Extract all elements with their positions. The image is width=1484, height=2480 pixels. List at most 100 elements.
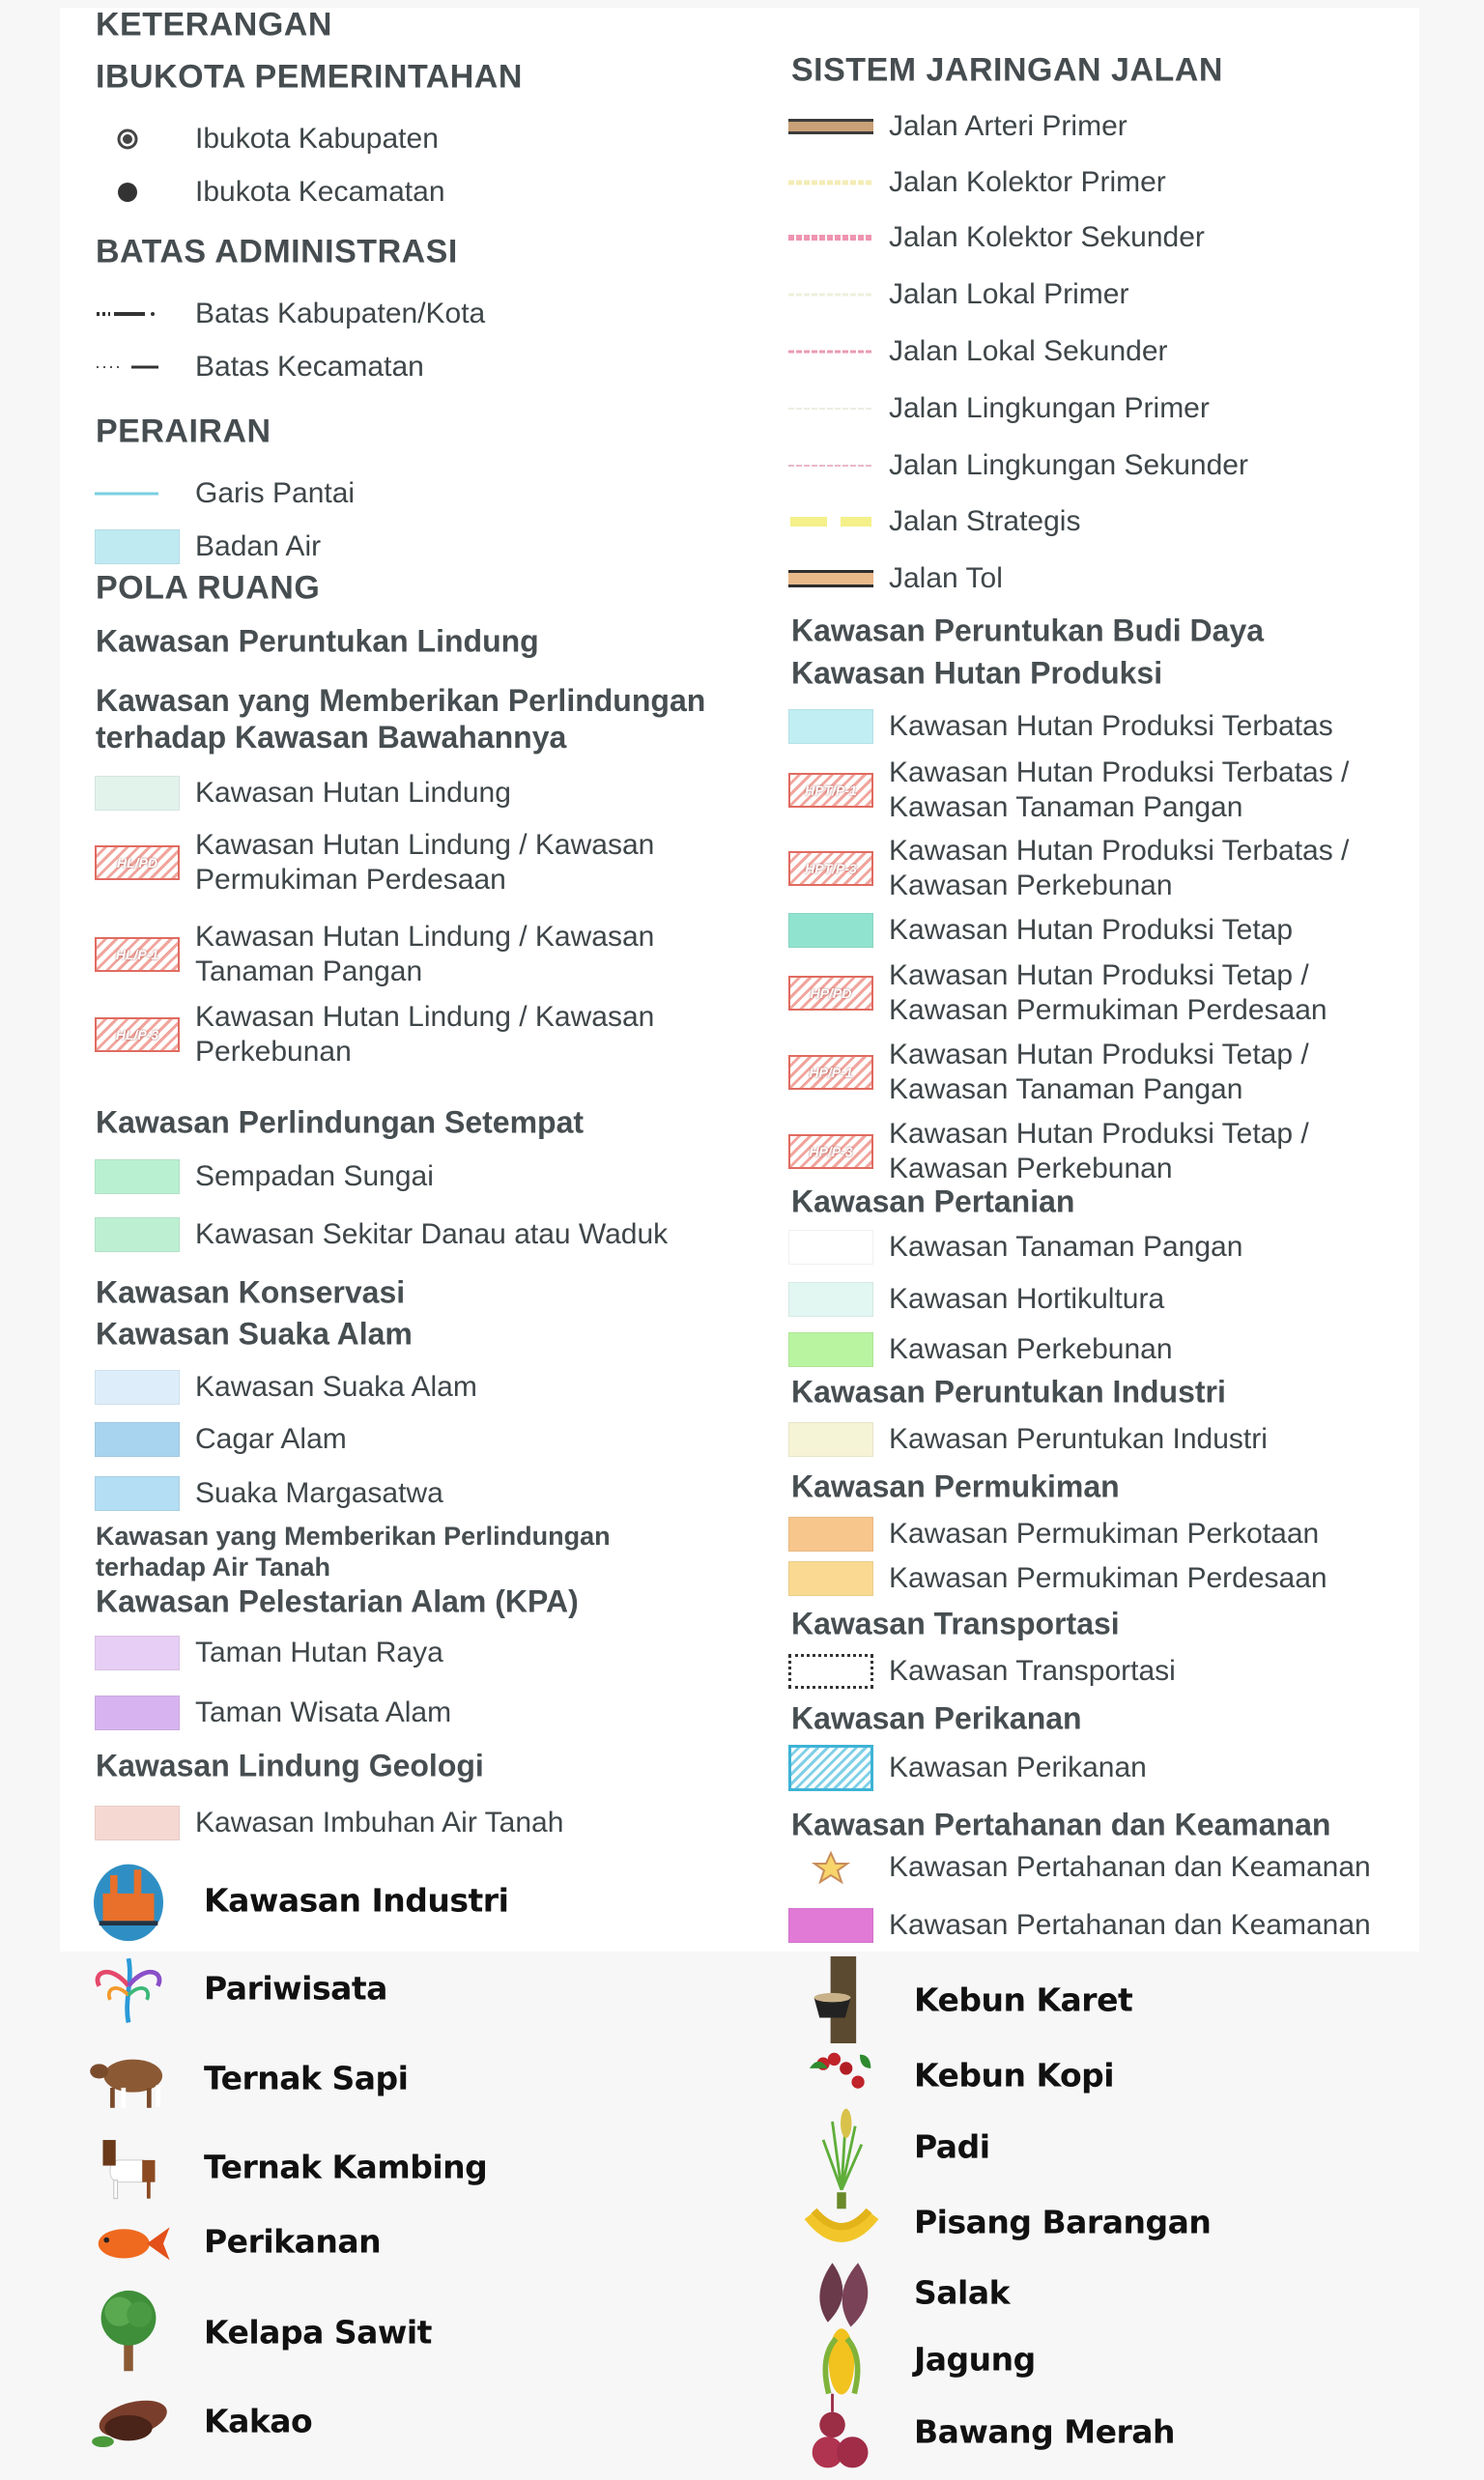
- legend-text: Badan Air: [195, 529, 321, 564]
- legend-item-kawasan-hutan-produksi-terbatas-kawasan-tanaman-pangan: HPT/P-1 Kawasan Hutan Produksi Terbatas /…: [788, 755, 1349, 825]
- legend-text: Jalan Strategis: [889, 504, 1080, 539]
- swatch-symbol-icon: [788, 1332, 873, 1368]
- legend-heading-ibukota-pemerintahan: IBUKOTA PEMERINTAHAN: [96, 58, 523, 96]
- swatch-symbol-icon: [95, 1695, 180, 1730]
- legend-text-line: Kawasan Hutan Produksi: [791, 655, 1163, 691]
- legend-text-line: Suaka Margasatwa: [195, 1476, 443, 1509]
- icon-legend-label: Kebun Karet: [914, 1981, 1133, 2019]
- legend-text-line: Kawasan Konservasi: [96, 1274, 406, 1310]
- legend-text: Kawasan Peruntukan Budi Daya: [791, 613, 1264, 648]
- hatch-swatch-hp-p-1: HP/P-1: [788, 1054, 873, 1090]
- legend-text-line: Batas Kabupaten/Kota: [195, 297, 486, 329]
- icon-legend-label: Bawang Merah: [914, 2412, 1176, 2451]
- legend-text-line: Permukiman Perdesaan: [195, 863, 506, 896]
- legend-text-line: Kawasan Transportasi: [791, 1606, 1120, 1641]
- legend-text-line: Kawasan Imbuhan Air Tanah: [195, 1806, 564, 1839]
- swatch-symbol-icon: [95, 529, 180, 565]
- legend-item-kawasan-pertahanan-dan-keamanan: Kawasan Pertahanan dan Keamanan: [788, 1850, 1371, 1885]
- legend-text: Kawasan Pertanian: [791, 1183, 1074, 1219]
- swatch-symbol-icon: [95, 776, 180, 812]
- legend-heading-kawasan-pertanian: Kawasan Pertanian: [791, 1183, 1074, 1219]
- legend-text-line: Garis Pantai: [195, 476, 356, 509]
- legend-text-line: Kawasan Hutan Lindung / Kawasan: [195, 1000, 655, 1033]
- legend-text-line: Kawasan Sekitar Danau atau Waduk: [195, 1218, 669, 1251]
- legend-text-line: Kawasan Pelestarian Alam (KPA): [96, 1583, 579, 1619]
- legend-text: POLA RUANG: [96, 569, 320, 607]
- legend-heading-kawasan-peruntukan-industri: Kawasan Peruntukan Industri: [791, 1375, 1226, 1411]
- legend-heading-kawasan-perlindungan-setempat: Kawasan Perlindungan Setempat: [96, 1105, 584, 1141]
- legend-item-badan-air: Badan Air: [95, 529, 321, 565]
- legend-text-line: Kawasan Pertanian: [791, 1183, 1075, 1219]
- legend-text-line: Kawasan Permukiman Perdesaan: [889, 994, 1327, 1027]
- palm-tree-icon: [75, 2289, 182, 2376]
- road-lingkungan-sekunder-symbol-icon: [788, 448, 873, 483]
- legend-text: Kawasan Peruntukan Lindung: [96, 624, 539, 660]
- legend-text-line: Ibukota Kecamatan: [195, 176, 445, 209]
- legend-text: Kawasan Imbuhan Air Tanah: [195, 1806, 563, 1840]
- legend-heading-pola-ruang: POLA RUANG: [96, 569, 320, 607]
- legend-text: Kawasan Perkebunan: [889, 1332, 1173, 1367]
- legend-text: Kawasan Permukiman Perdesaan: [889, 1561, 1327, 1596]
- legend-text-line: Jalan Lokal Sekunder: [889, 335, 1168, 367]
- legend-text-line: PERAIRAN: [96, 413, 271, 450]
- legend-text-line: Kawasan Hortikultura: [889, 1283, 1165, 1316]
- goat-icon: [75, 2124, 182, 2210]
- legend-text-line: Kawasan Perikanan: [791, 1700, 1082, 1736]
- legend-text: Jalan Lokal Sekunder: [889, 334, 1168, 369]
- legend-text-line: Jalan Strategis: [889, 505, 1081, 538]
- fish-icon: [75, 2198, 182, 2285]
- legend-item-ibukota-kecamatan: Ibukota Kecamatan: [95, 175, 445, 210]
- legend-heading-sistem-jaringan-jalan: SISTEM JARINGAN JALAN: [791, 52, 1223, 90]
- icon-legend-label: Padi: [914, 2127, 990, 2166]
- legend-text: Kawasan Hutan Produksi: [791, 655, 1162, 691]
- legend-item-kawasan-hutan-lindung-kawasan-perkebunan: HL/P-3 Kawasan Hutan Lindung / Kawasan Per…: [95, 1000, 654, 1069]
- legend-text-line: Kawasan Permukiman Perkotaan: [889, 1518, 1320, 1551]
- legend-item-cagar-alam: Cagar Alam: [95, 1422, 347, 1458]
- legend-text: Kawasan Hutan Produksi Tetap / Kawasan Pe…: [889, 1117, 1309, 1186]
- hatch-code: HP/P-1: [809, 1064, 853, 1080]
- hatch-code: HL/P-3: [115, 1026, 159, 1042]
- legend-text-line: Perkebunan: [195, 1035, 352, 1068]
- legend-text-line: Kawasan Suaka Alam: [195, 1371, 477, 1404]
- legend-item-kawasan-transportasi: Kawasan Transportasi: [788, 1654, 1176, 1690]
- hatchblue-symbol-icon: [788, 1744, 873, 1791]
- legend-text-line: Jalan Lokal Primer: [889, 278, 1129, 311]
- legend-heading-kawasan-konservasi: Kawasan Konservasi: [96, 1275, 405, 1311]
- legend-item-jalan-kolektor-sekunder: Jalan Kolektor Sekunder: [788, 220, 1205, 255]
- icon-legend-label: Pariwisata: [204, 1969, 387, 2008]
- swatch-symbol-icon: [95, 1158, 180, 1194]
- hatch-code: HL/PD: [117, 854, 157, 870]
- legend-text: Jalan Kolektor Sekunder: [889, 220, 1205, 255]
- legend-text: Batas Kecamatan: [195, 350, 424, 385]
- legend-item-kawasan-hutan-lindung-kawasan-permukiman-perdesaan: HL/PD Kawasan Hutan Lindung / Kawasan Perm…: [95, 828, 654, 898]
- swatch-symbol-icon: [95, 1370, 180, 1406]
- road-tol-symbol-icon: [788, 561, 873, 596]
- legend-text: Kawasan Hutan Produksi Tetap / Kawasan Pe…: [889, 958, 1327, 1028]
- legend-text-line: IBUKOTA PEMERINTAHAN: [96, 58, 523, 96]
- legend-text: Kawasan Hutan Produksi Terbatas / Kawasan…: [889, 755, 1349, 825]
- legend-text: Taman Hutan Raya: [195, 1636, 443, 1670]
- legend-text: Jalan Lokal Primer: [889, 277, 1128, 312]
- legend-text-line: Cagar Alam: [195, 1423, 347, 1456]
- legend-text-line: Kawasan Hutan Produksi Terbatas /: [889, 835, 1350, 868]
- legend-heading-kawasan-pertahanan-dan-keamanan: Kawasan Pertahanan dan Keamanan: [791, 1807, 1330, 1842]
- legend-text-line: Kawasan Pertahanan dan Keamanan: [889, 1850, 1371, 1883]
- legend-text: Kawasan Permukiman Perkotaan: [889, 1517, 1319, 1552]
- legend-text-line: Kawasan Peruntukan Lindung: [96, 623, 539, 659]
- legend-text: Kawasan Lindung Geologi: [96, 1749, 484, 1784]
- coffee-icon: [788, 2032, 895, 2119]
- swatch-symbol-icon: [95, 1635, 180, 1670]
- legend-item-jalan-lingkungan-sekunder: Jalan Lingkungan Sekunder: [788, 448, 1248, 483]
- legend-text: Jalan Lingkungan Sekunder: [889, 448, 1248, 483]
- legend-item-jalan-lingkungan-primer: Jalan Lingkungan Primer: [788, 391, 1210, 426]
- hatch-code: HPT/P-1: [805, 782, 857, 798]
- legend-item-kawasan-hutan-produksi-tetap-kawasan-permukiman-perdesaan: HP/PD Kawasan Hutan Produksi Tetap / Kawas…: [788, 958, 1327, 1028]
- legend-heading-kawasan-peruntukan-budi-daya: Kawasan Peruntukan Budi Daya: [791, 613, 1264, 648]
- legend-item-kawasan-permukiman-perkotaan: Kawasan Permukiman Perkotaan: [788, 1517, 1319, 1553]
- legend-text: Kawasan Konservasi: [96, 1275, 405, 1311]
- swatch-symbol-icon: [788, 913, 873, 949]
- road-kolektor-sekunder-symbol-icon: [788, 220, 873, 255]
- dotdash-symbol-icon: [95, 350, 180, 385]
- legend-item-kawasan-suaka-alam: Kawasan Suaka Alam: [95, 1370, 477, 1406]
- legend-text-line: Kawasan Peruntukan Industri: [889, 1423, 1268, 1456]
